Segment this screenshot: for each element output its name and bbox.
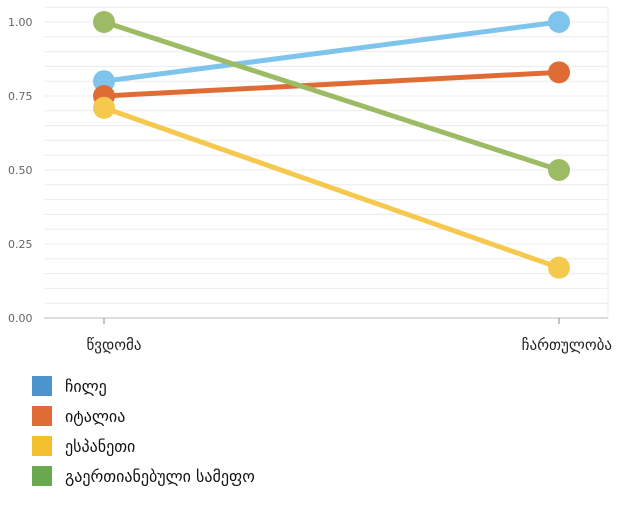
y-tick-label: 0.25	[8, 238, 33, 251]
series-points	[93, 11, 570, 279]
y-tick-label: 0.00	[8, 312, 33, 325]
legend: ჩილე იტალია ესპანეთი გაერთიანებული სამეფ…	[32, 376, 255, 496]
legend-swatch-uk	[32, 466, 52, 486]
legend-label-spain: ესპანეთი	[65, 436, 136, 456]
series-line-spain	[101, 105, 562, 271]
legend-swatch-spain	[32, 436, 52, 456]
data-point-uk[interactable]	[93, 11, 115, 33]
data-point-italy[interactable]	[548, 61, 570, 84]
series-lines	[101, 19, 562, 271]
series-line-italy	[101, 69, 562, 99]
legend-label-italy: იტალია	[65, 406, 126, 426]
line-chart: 0.00 0.25 0.50 0.75 1.00 წვდომა ჩართულობა	[8, 6, 612, 354]
legend-item-chile[interactable]: ჩილე	[32, 376, 255, 396]
legend-swatch-italy	[32, 406, 52, 426]
data-point-chile[interactable]	[548, 11, 570, 33]
y-axis-ticks: 0.00 0.25 0.50 0.75 1.00	[8, 16, 33, 325]
legend-item-italy[interactable]: იტალია	[32, 406, 255, 426]
data-point-uk[interactable]	[548, 159, 570, 181]
y-tick-label: 1.00	[8, 16, 33, 29]
legend-item-spain[interactable]: ესპანეთი	[32, 436, 255, 456]
legend-item-uk[interactable]: გაერთიანებული სამეფო	[32, 466, 255, 486]
legend-label-chile: ჩილე	[65, 376, 107, 396]
legend-label-uk: გაერთიანებული სამეფო	[65, 466, 255, 486]
x-tick-label: წვდომა	[87, 336, 142, 354]
legend-swatch-chile	[32, 376, 52, 396]
x-axis-ticks: წვდომა ჩართულობა	[87, 318, 612, 354]
series-line-chile	[101, 19, 562, 84]
x-tick-label: ჩართულობა	[522, 336, 612, 354]
y-tick-label: 0.50	[8, 164, 33, 177]
data-point-spain[interactable]	[93, 96, 115, 119]
y-tick-label: 0.75	[8, 90, 33, 103]
data-point-spain[interactable]	[548, 256, 570, 279]
series-line-uk	[101, 19, 562, 173]
